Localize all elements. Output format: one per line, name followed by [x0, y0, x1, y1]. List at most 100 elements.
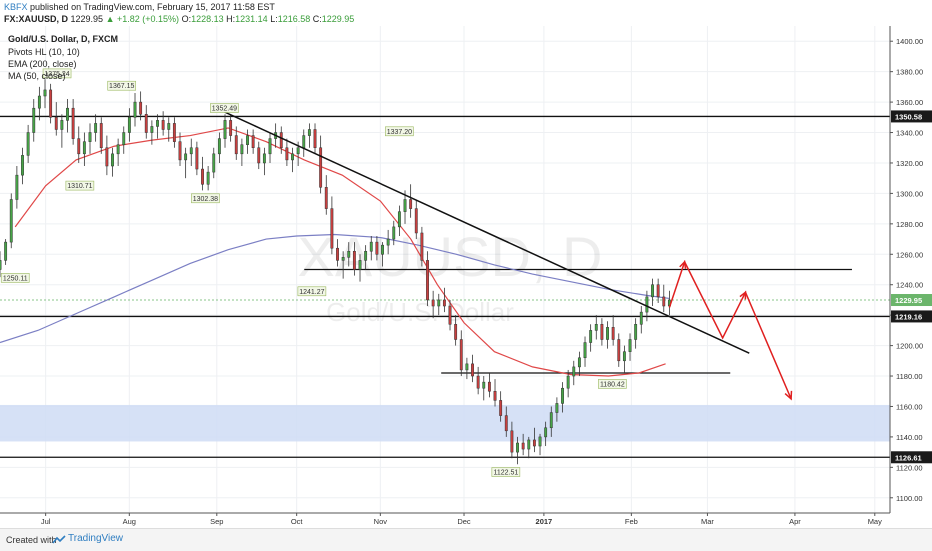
price-tick-label: 1240.00 — [896, 281, 923, 290]
price-chart[interactable]: XAUUSD, D Gold/U.S. Dollar 1250.111375.2… — [0, 26, 932, 528]
price-label-box — [891, 451, 932, 464]
candle-body — [184, 153, 188, 161]
candle-body — [420, 232, 424, 261]
candle-body — [521, 442, 525, 450]
price-axis-background — [890, 26, 932, 528]
candle-body — [291, 153, 294, 161]
price-label-text: 1229.95 — [895, 296, 922, 305]
candle-body — [482, 381, 486, 389]
header-row-publish: KBFX published on TradingView.com, Febru… — [4, 1, 275, 13]
candle-body — [527, 439, 531, 450]
time-tick-label: Apr — [789, 517, 801, 526]
candle-body — [4, 241, 8, 261]
candle-body — [150, 126, 154, 133]
candle-body — [555, 403, 559, 413]
price-label-text: 1126.61 — [895, 453, 922, 462]
price-tick-label: 1260.00 — [896, 250, 923, 259]
candle-body — [133, 101, 137, 118]
low-label: L: — [270, 14, 278, 24]
price-tick-label: 1160.00 — [896, 402, 923, 411]
arrow-head — [679, 260, 687, 269]
candle-body — [656, 284, 660, 298]
candle-body — [476, 375, 480, 389]
candle-body — [217, 138, 221, 155]
open-label: O: — [181, 14, 192, 24]
candle-body — [195, 147, 199, 170]
candle-body — [487, 381, 491, 392]
author-link[interactable]: KBFX — [4, 2, 28, 12]
candle-body — [307, 129, 311, 136]
candle-body — [15, 174, 19, 200]
candle-body — [611, 327, 615, 340]
time-tick-label: May — [868, 517, 882, 526]
time-tick-label: Dec — [457, 517, 471, 526]
price-tick-label: 1360.00 — [896, 98, 923, 107]
time-tick-label: 2017 — [536, 517, 553, 526]
tradingview-logo-icon — [52, 535, 66, 544]
candle-body — [651, 284, 654, 298]
header-row-quote: FX:XAUUSD, D 1229.95 ▲ +1.82 (+0.15%) O:… — [4, 13, 354, 25]
publish-text: published on TradingView.com, February 1… — [30, 2, 275, 12]
ma-50-line — [14, 127, 666, 377]
candle-body — [60, 120, 64, 130]
price-tick-label: 1320.00 — [896, 159, 923, 168]
pivot-box — [385, 126, 414, 137]
candle-body — [414, 208, 418, 234]
chart-header: KBFX published on TradingView.com, Febru… — [0, 0, 932, 26]
trendline[interactable] — [212, 105, 750, 354]
candle-body — [161, 120, 165, 130]
candle-body — [628, 339, 632, 352]
time-axis[interactable]: Jul Aug Sep Oct Nov Dec 2017 Feb Mar Apr May — [0, 512, 890, 526]
candle-body — [386, 238, 390, 246]
candles — [0, 79, 671, 465]
pivot-box — [107, 80, 137, 91]
candle-body — [330, 208, 334, 249]
candle-body — [448, 305, 452, 325]
candle-body — [71, 107, 75, 139]
candle-body — [577, 357, 581, 368]
candle-body — [381, 244, 384, 255]
candle-body — [409, 199, 413, 209]
price-tick-label: 1100.00 — [896, 494, 923, 503]
candle-body — [88, 132, 92, 142]
candle-body — [493, 391, 497, 401]
candle-body — [279, 132, 283, 148]
pivot-label: 1375.24 — [44, 71, 69, 78]
candle-body — [234, 135, 238, 155]
time-tick-label: Jul — [41, 517, 51, 526]
candle-body — [43, 89, 47, 97]
candle-body — [662, 296, 666, 307]
candle-body — [617, 339, 621, 362]
high-label: H: — [226, 14, 236, 24]
low-value: 1216.58 — [277, 14, 311, 24]
price-axis[interactable]: 1100.00 1120.00 1140.00 1160.00 1180.00 1200.… — [889, 26, 932, 528]
pivot-box — [42, 68, 72, 79]
price-tick-label: 1300.00 — [896, 189, 923, 198]
candle-body — [369, 241, 373, 252]
candle-body — [352, 250, 356, 270]
arrow-head — [739, 290, 747, 300]
candle-body — [37, 95, 41, 109]
forecast-arrow[interactable] — [668, 259, 793, 401]
time-tick-label: Oct — [291, 517, 304, 526]
price-label-text: 1219.16 — [895, 312, 922, 321]
zone-rect — [0, 404, 890, 442]
candle-body — [122, 132, 126, 145]
pivot-box — [0, 273, 30, 283]
candle-body — [532, 439, 536, 447]
price-tick-label: 1380.00 — [896, 68, 923, 77]
legend-title: Gold/U.S. Dollar, D, FXCM — [8, 34, 118, 44]
pivot-label: 1122.51 — [493, 470, 518, 477]
candle-body — [319, 147, 323, 188]
price-label-box — [891, 310, 932, 323]
candle-body — [26, 132, 30, 156]
pivot-label: 1367.15 — [109, 83, 134, 90]
candle-body — [324, 187, 328, 209]
candle-body — [364, 250, 368, 261]
candle-body — [454, 324, 458, 340]
tradingview-link[interactable]: TradingView — [68, 533, 124, 544]
candle-body — [268, 138, 272, 155]
candle-body — [302, 135, 306, 148]
price-labels: 1350.58 1229.95 1219.16 1126.61 — [891, 110, 932, 464]
candle-body — [465, 363, 469, 371]
